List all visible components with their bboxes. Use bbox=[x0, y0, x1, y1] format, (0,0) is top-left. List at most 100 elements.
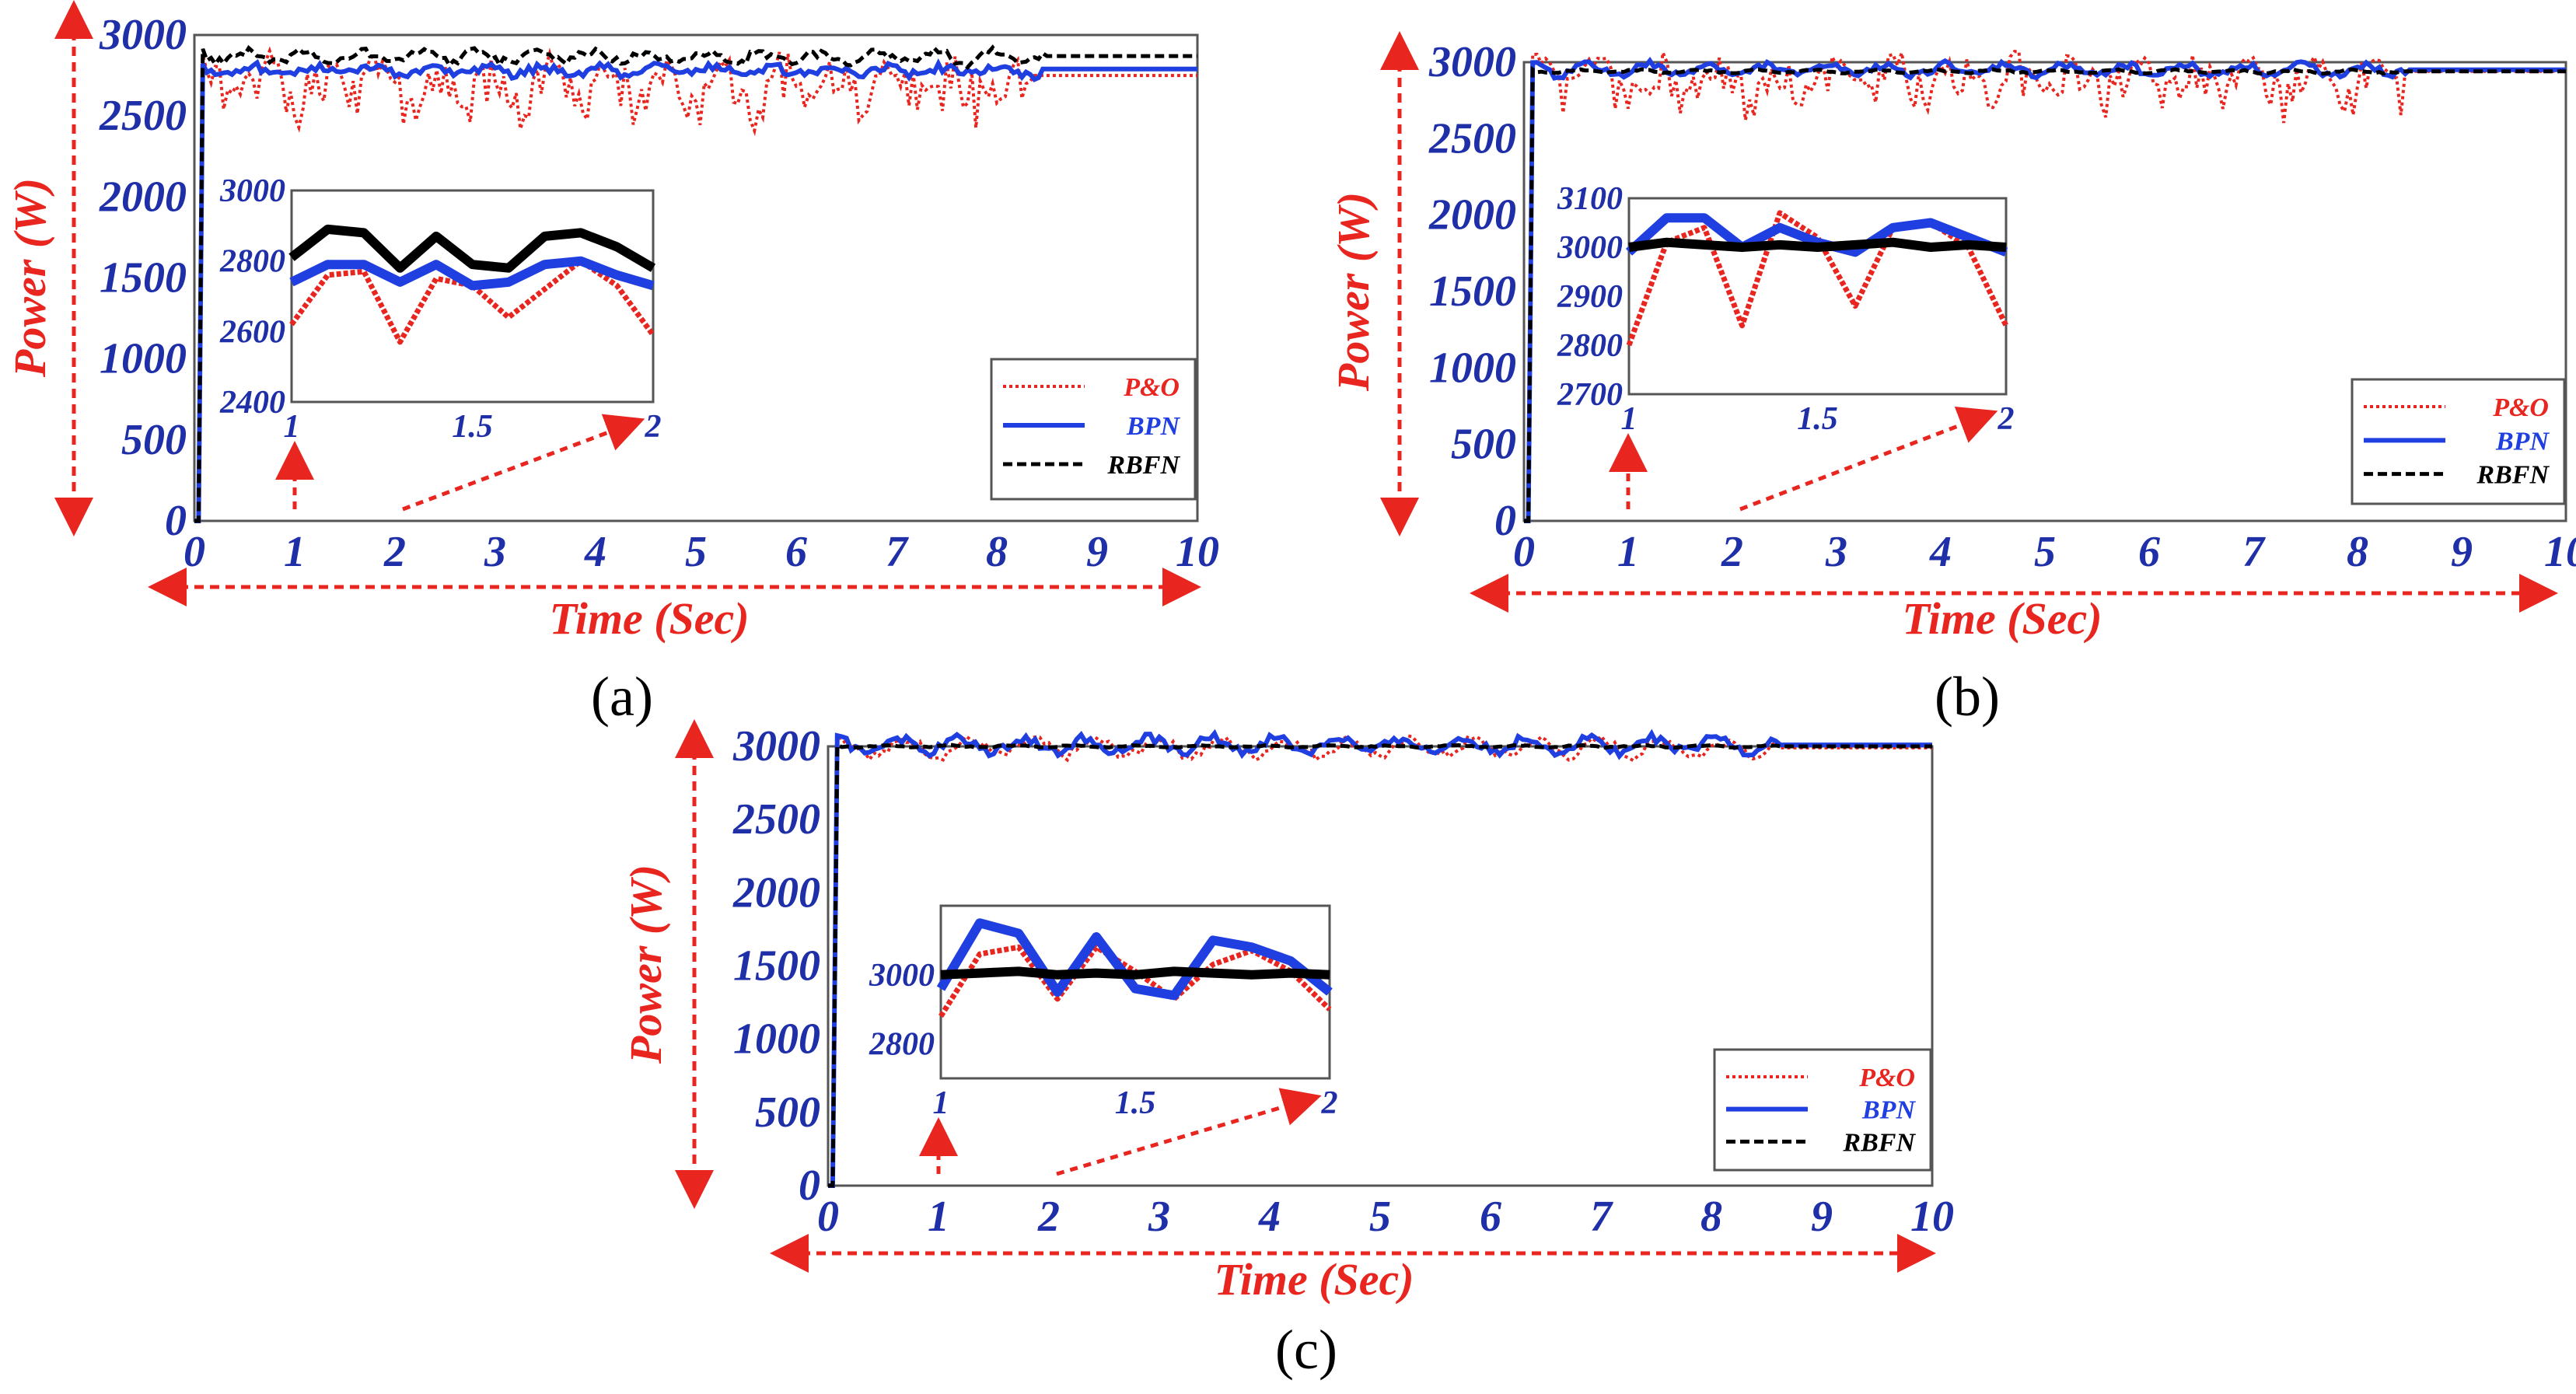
y-tick-label: 500 bbox=[1451, 421, 1516, 469]
x-tick-label: 2 bbox=[1037, 1193, 1060, 1241]
legend-label: RBFN bbox=[1842, 1128, 1916, 1157]
inset-y-tick-label: 2600 bbox=[219, 314, 285, 350]
inset-y-tick-label: 2700 bbox=[1557, 377, 1623, 413]
inset-x-tick-label: 1 bbox=[933, 1085, 949, 1121]
y-tick-label: 500 bbox=[121, 416, 187, 464]
x-tick-label: 5 bbox=[685, 528, 707, 576]
x-tick-label: 10 bbox=[2544, 528, 2576, 576]
y-tick-label: 1000 bbox=[1429, 344, 1516, 392]
series-line-rbfn bbox=[828, 742, 1932, 1188]
x-tick-label: 0 bbox=[184, 528, 205, 576]
y-tick-label: 2500 bbox=[99, 92, 187, 140]
x-tick-label: 7 bbox=[2242, 528, 2266, 576]
x-tick-label: 4 bbox=[1258, 1193, 1281, 1241]
x-axis-title: Time (Sec) bbox=[1902, 593, 2102, 644]
zoom-arrow-end bbox=[1056, 1088, 1322, 1176]
panel-b: 0 1 2 3 4 5 6 7 8 9 10 0 500 1000 1500 2000 2500 3000 Powe… bbox=[1328, 30, 2576, 644]
y-tick-label: 0 bbox=[799, 1162, 820, 1210]
zoom-arrow-end bbox=[1739, 406, 1998, 512]
y-tick-label: 1500 bbox=[100, 254, 187, 302]
x-tick-label: 8 bbox=[2347, 528, 2368, 576]
x-tick-label: 0 bbox=[817, 1193, 839, 1241]
x-tick-label: 6 bbox=[2138, 528, 2160, 576]
inset-x-tick-label: 2 bbox=[1321, 1085, 1338, 1121]
x-tick-label: 7 bbox=[886, 528, 909, 576]
inset-y-tick-label: 3000 bbox=[869, 958, 935, 994]
legend-label: P&O bbox=[1123, 373, 1180, 402]
y-tick-label: 3000 bbox=[1428, 38, 1516, 86]
inset-y-tick-label: 2800 bbox=[869, 1027, 935, 1063]
x-tick-label: 3 bbox=[1825, 528, 1847, 576]
x-tick-label: 5 bbox=[1369, 1193, 1391, 1241]
x-axis-title: Time (Sec) bbox=[1214, 1254, 1414, 1305]
panel-a: 0 1 2 3 4 5 6 7 8 9 10 0 500 1000 1500 2000 2500 3000 Powe… bbox=[5, 0, 1219, 644]
inset-x-tick-label: 2 bbox=[1998, 401, 2015, 437]
legend-label: BPN bbox=[1126, 412, 1180, 441]
x-tick-label: 1 bbox=[284, 528, 306, 576]
panel-c: 0 1 2 3 4 5 6 7 8 9 10 0 500 1000 1500 2000 2500 3000 Powe… bbox=[620, 719, 1954, 1305]
y-tick-label: 3000 bbox=[99, 11, 187, 59]
y-tick-label: 2000 bbox=[732, 868, 820, 917]
inset-y-tick-label: 2800 bbox=[219, 244, 285, 280]
panel-label-a: (a) bbox=[591, 666, 653, 728]
inset-y-tick-label: 3000 bbox=[219, 173, 285, 209]
inset-x-tick-label: 1.5 bbox=[452, 409, 493, 445]
x-tick-label: 7 bbox=[1590, 1193, 1613, 1241]
x-tick-label: 1 bbox=[928, 1193, 949, 1241]
panel-label-c: (c) bbox=[1275, 1319, 1337, 1381]
inset-x-tick-label: 1 bbox=[284, 409, 300, 445]
series-line-rbfn bbox=[1524, 65, 2566, 523]
x-tick-label: 9 bbox=[1811, 1193, 1833, 1241]
y-axis-title: Power (W) bbox=[5, 178, 55, 378]
legend-label: BPN bbox=[1861, 1096, 1916, 1125]
legend-label: P&O bbox=[2492, 393, 2549, 422]
inset-plot-area bbox=[290, 189, 655, 404]
y-axis-title: Power (W) bbox=[1328, 192, 1379, 392]
x-tick-label: 8 bbox=[1700, 1193, 1722, 1241]
y-tick-label: 2000 bbox=[1428, 191, 1516, 239]
x-axis-title: Time (Sec) bbox=[549, 593, 749, 644]
y-tick-label: 1500 bbox=[733, 942, 820, 990]
inset-x-tick-label: 1.5 bbox=[1115, 1085, 1156, 1121]
y-tick-label: 0 bbox=[1494, 497, 1516, 545]
x-tick-label: 4 bbox=[1929, 528, 1952, 576]
inset-series-line-bpn bbox=[289, 256, 655, 291]
y-tick-label: 500 bbox=[755, 1088, 820, 1137]
inset-series-line-rbfn bbox=[1628, 237, 2007, 252]
y-tick-label: 1000 bbox=[100, 335, 187, 383]
panel-label-b: (b) bbox=[1935, 666, 2000, 728]
y-tick-label: 1000 bbox=[733, 1015, 820, 1064]
y-tick-label: 2000 bbox=[99, 173, 187, 221]
y-tick-label: 2500 bbox=[1428, 114, 1516, 162]
legend-label: RBFN bbox=[2476, 461, 2550, 490]
x-tick-label: 0 bbox=[1513, 528, 1535, 576]
series-line-rbfn bbox=[194, 44, 1197, 523]
x-tick-label: 5 bbox=[2034, 528, 2056, 576]
inset-x-tick-label: 1 bbox=[1621, 401, 1638, 437]
inset-x-tick-label: 2 bbox=[645, 409, 662, 445]
x-tick-label: 3 bbox=[484, 528, 506, 576]
inset-y-tick-label: 2400 bbox=[219, 385, 285, 421]
inset-x-tick-label: 1.5 bbox=[1797, 401, 1838, 437]
inset-y-tick-label: 3100 bbox=[1557, 181, 1623, 217]
y-axis-title: Power (W) bbox=[620, 865, 671, 1064]
legend-label: P&O bbox=[1858, 1064, 1915, 1092]
x-tick-label: 6 bbox=[1480, 1193, 1501, 1241]
x-tick-label: 10 bbox=[1176, 528, 1219, 576]
legend-label: RBFN bbox=[1106, 451, 1180, 480]
series-line-bpn bbox=[1524, 57, 2566, 523]
x-tick-label: 9 bbox=[1086, 528, 1108, 576]
inset-series-line-bpn bbox=[936, 918, 1333, 1001]
series-line-pando bbox=[194, 46, 1197, 522]
x-tick-label: 2 bbox=[383, 528, 406, 576]
x-tick-label: 10 bbox=[1910, 1193, 1954, 1241]
x-tick-label: 9 bbox=[2451, 528, 2473, 576]
legend-box bbox=[990, 358, 1197, 501]
inset-series-line-rbfn bbox=[288, 224, 656, 273]
y-tick-label: 1500 bbox=[1429, 267, 1516, 316]
series-line-bpn bbox=[194, 58, 1197, 523]
inset-y-tick-label: 2900 bbox=[1557, 279, 1623, 315]
x-tick-label: 3 bbox=[1148, 1193, 1170, 1241]
inset-y-tick-label: 2800 bbox=[1557, 328, 1623, 364]
